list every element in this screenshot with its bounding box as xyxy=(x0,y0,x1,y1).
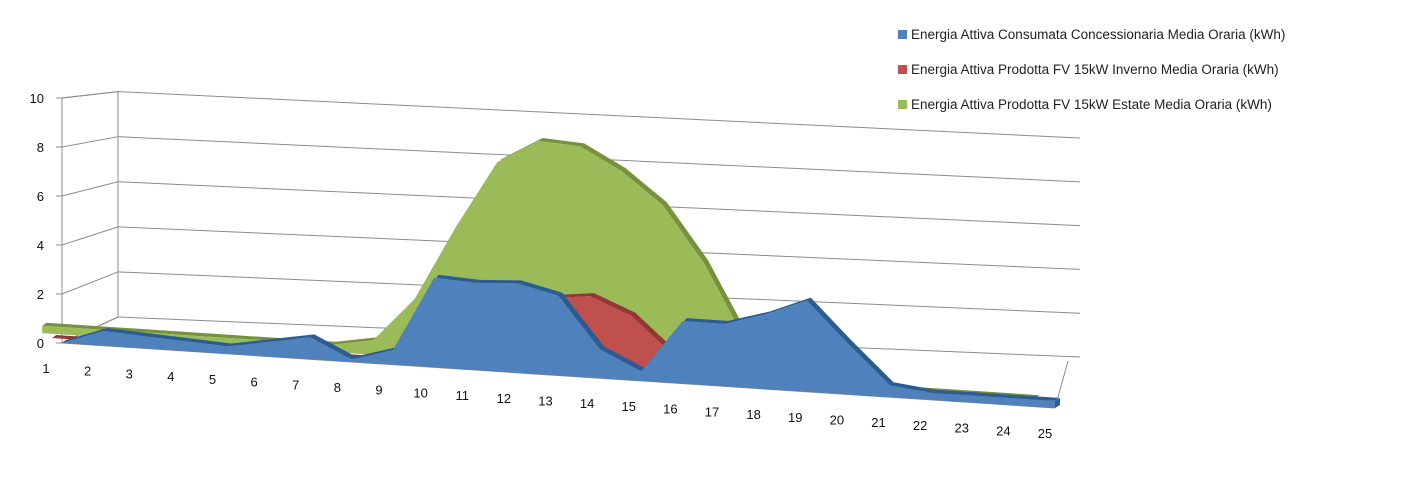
x-tick-label: 3 xyxy=(126,366,133,381)
x-tick-label: 2 xyxy=(84,364,91,379)
x-tick-label: 11 xyxy=(456,388,470,403)
legend-label-inverno: Energia Attiva Prodotta FV 15kW Inverno … xyxy=(911,61,1279,77)
y-tick-label: 6 xyxy=(37,189,44,204)
x-tick-label: 18 xyxy=(746,407,760,422)
x-axis: 1 2 3 4 5 6 7 8 9 10 11 12 13 14 15 16 17 18 19 20 21 22 23 24 2… xyxy=(42,361,1052,441)
x-tick-label: 13 xyxy=(538,394,552,409)
legend-item-consumata: Energia Attiva Consumata Concessionaria … xyxy=(898,24,1285,44)
legend-swatch-consumata xyxy=(898,29,907,39)
x-tick-label: 25 xyxy=(1038,426,1052,441)
x-tick-label: 12 xyxy=(497,391,511,406)
x-tick-label: 5 xyxy=(209,372,216,387)
series-0-area xyxy=(42,141,1036,399)
x-tick-label: 20 xyxy=(830,412,844,427)
x-tick-label: 8 xyxy=(334,380,341,395)
y-tick-label: 8 xyxy=(37,140,44,155)
x-tick-label: 15 xyxy=(622,399,636,414)
y-tick-label: 0 xyxy=(37,336,44,351)
gridline-wall xyxy=(61,226,119,246)
x-tick-label: 23 xyxy=(955,421,969,436)
x-tick-label: 21 xyxy=(871,415,885,430)
y-axis: 0 2 4 6 8 10 xyxy=(30,91,62,351)
x-tick-label: 24 xyxy=(996,423,1010,438)
gridline-wall xyxy=(61,91,119,99)
legend-label-consumata: Energia Attiva Consumata Concessionaria … xyxy=(911,26,1286,42)
gridline xyxy=(117,91,1081,139)
gridline-wall xyxy=(61,181,119,197)
x-tick-label: 6 xyxy=(251,375,258,390)
x-tick-label: 16 xyxy=(663,402,677,417)
series-layer xyxy=(42,138,1060,408)
x-tick-label: 10 xyxy=(413,385,427,400)
x-tick-label: 7 xyxy=(292,377,299,392)
left-wall xyxy=(61,91,119,344)
x-tick-label: 1 xyxy=(42,361,49,376)
y-tick-label: 4 xyxy=(37,238,44,253)
x-tick-label: 14 xyxy=(580,396,594,411)
legend-item-estate: Energia Attiva Prodotta FV 15kW Estate M… xyxy=(898,94,1285,114)
series-2-area xyxy=(62,277,1055,408)
series-2-endcap xyxy=(1055,397,1060,408)
x-tick-label: 19 xyxy=(788,410,802,425)
x-tick-label: 17 xyxy=(705,404,719,419)
legend-swatch-estate xyxy=(898,99,907,109)
gridline-wall xyxy=(61,136,119,148)
legend-item-inverno: Energia Attiva Prodotta FV 15kW Inverno … xyxy=(898,59,1285,79)
x-tick-label: 4 xyxy=(167,369,174,384)
gridline-wall xyxy=(61,271,119,295)
legend-swatch-inverno xyxy=(898,64,907,74)
legend: Energia Attiva Consumata Concessionaria … xyxy=(898,24,1285,129)
y-tick-label: 10 xyxy=(30,91,44,106)
legend-label-estate: Energia Attiva Prodotta FV 15kW Estate M… xyxy=(911,96,1272,112)
x-tick-label: 9 xyxy=(375,383,382,398)
y-tick-label: 2 xyxy=(37,287,44,302)
x-tick-label: 22 xyxy=(913,418,927,433)
